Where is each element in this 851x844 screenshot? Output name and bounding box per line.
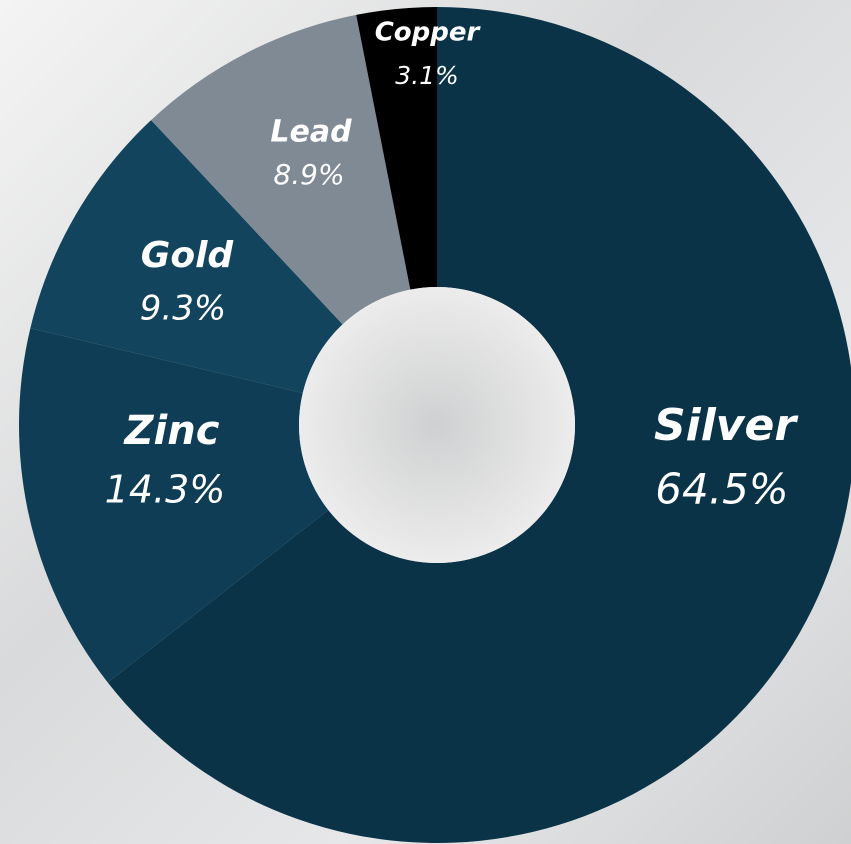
donut-hole <box>299 287 575 563</box>
donut-slice <box>356 7 437 290</box>
donut-slice <box>18 328 329 683</box>
donut-slice <box>151 14 411 325</box>
slice-value-label: 3.1% <box>395 61 459 90</box>
donut-slice <box>30 120 343 394</box>
slice-value-label: 8.9% <box>273 158 344 191</box>
slice-label: Gold <box>141 235 235 276</box>
slice-label: Lead <box>270 115 352 150</box>
donut-slice <box>107 7 851 843</box>
slice-label: Zinc <box>123 408 220 454</box>
slice-value-label: 9.3% <box>140 289 226 329</box>
slice-value-label: 14.3% <box>105 468 226 512</box>
slice-value-label: 64.5% <box>655 465 788 514</box>
slice-label: Copper <box>375 18 482 48</box>
slice-label: Silver <box>654 400 798 451</box>
